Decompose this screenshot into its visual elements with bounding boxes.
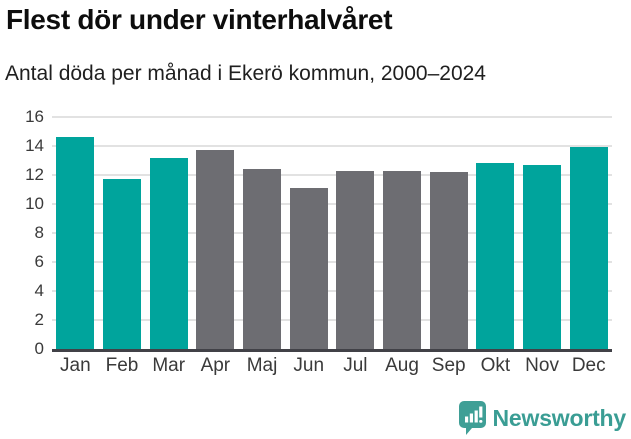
newsworthy-brand-text: Newsworthy <box>492 404 627 431</box>
gridline-10 <box>52 203 612 205</box>
x-tick-label-aug: Aug <box>385 355 419 376</box>
x-tick-label-jul: Jul <box>343 355 368 376</box>
y-tick-label-14: 14 <box>25 136 44 155</box>
y-tick-label-6: 6 <box>34 252 44 271</box>
gridline-14 <box>52 145 612 147</box>
x-tick-label-mar: Mar <box>152 355 186 376</box>
x-axis: Jan Feb Mar Apr Maj Jun Jul Aug Sep Okt Nov Dec <box>52 355 612 379</box>
x-tick-label-jun: Jun <box>293 355 325 376</box>
x-tick-label-maj: Maj <box>246 355 278 376</box>
bar-okt <box>476 163 515 349</box>
x-tick-label-sep: Sep <box>431 355 466 376</box>
gridline-16 <box>52 116 612 118</box>
y-tick-label-4: 4 <box>34 281 44 300</box>
page-title: Flest dör under vinterhalvåret <box>6 4 393 35</box>
y-tick-label-0: 0 <box>34 339 44 358</box>
y-tick-label-2: 2 <box>34 310 44 329</box>
newsworthy-brand-link[interactable]: Newsworthy <box>458 400 626 436</box>
bar-dec <box>569 147 608 349</box>
bar-jun <box>289 188 328 349</box>
x-tick-label-feb: Feb <box>105 355 139 376</box>
x-tick-label-dec: Dec <box>571 355 606 376</box>
newsworthy-logo-icon <box>458 400 486 436</box>
bar-sep <box>429 172 468 349</box>
y-tick-label-10: 10 <box>25 194 44 213</box>
y-tick-label-16: 16 <box>25 107 44 126</box>
gridline-12 <box>52 174 612 176</box>
bar-mar <box>149 157 188 349</box>
bar-jan <box>56 137 95 349</box>
bar-nov <box>523 164 561 349</box>
y-tick-label-12: 12 <box>25 165 44 184</box>
x-tick-label-nov: Nov <box>525 355 559 376</box>
bar-aug <box>383 170 421 349</box>
chart-subtitle: Antal döda per månad i Ekerö kommun, 200… <box>5 62 486 85</box>
y-axis: 0 2 4 6 8 10 12 14 16 <box>0 107 44 358</box>
bar-maj <box>243 169 281 349</box>
gridline-4 <box>52 290 612 292</box>
plot-area <box>52 116 612 352</box>
bar-feb <box>103 179 141 349</box>
gridline-2 <box>52 319 612 321</box>
x-tick-label-jan: Jan <box>60 355 91 376</box>
gridline-6 <box>52 261 612 263</box>
x-tick-label-apr: Apr <box>200 355 231 376</box>
x-tick-label-okt: Okt <box>480 355 511 376</box>
y-tick-label-8: 8 <box>34 223 44 242</box>
bar-apr <box>196 150 235 349</box>
gridline-8 <box>52 232 612 234</box>
bar-jul <box>336 170 375 349</box>
